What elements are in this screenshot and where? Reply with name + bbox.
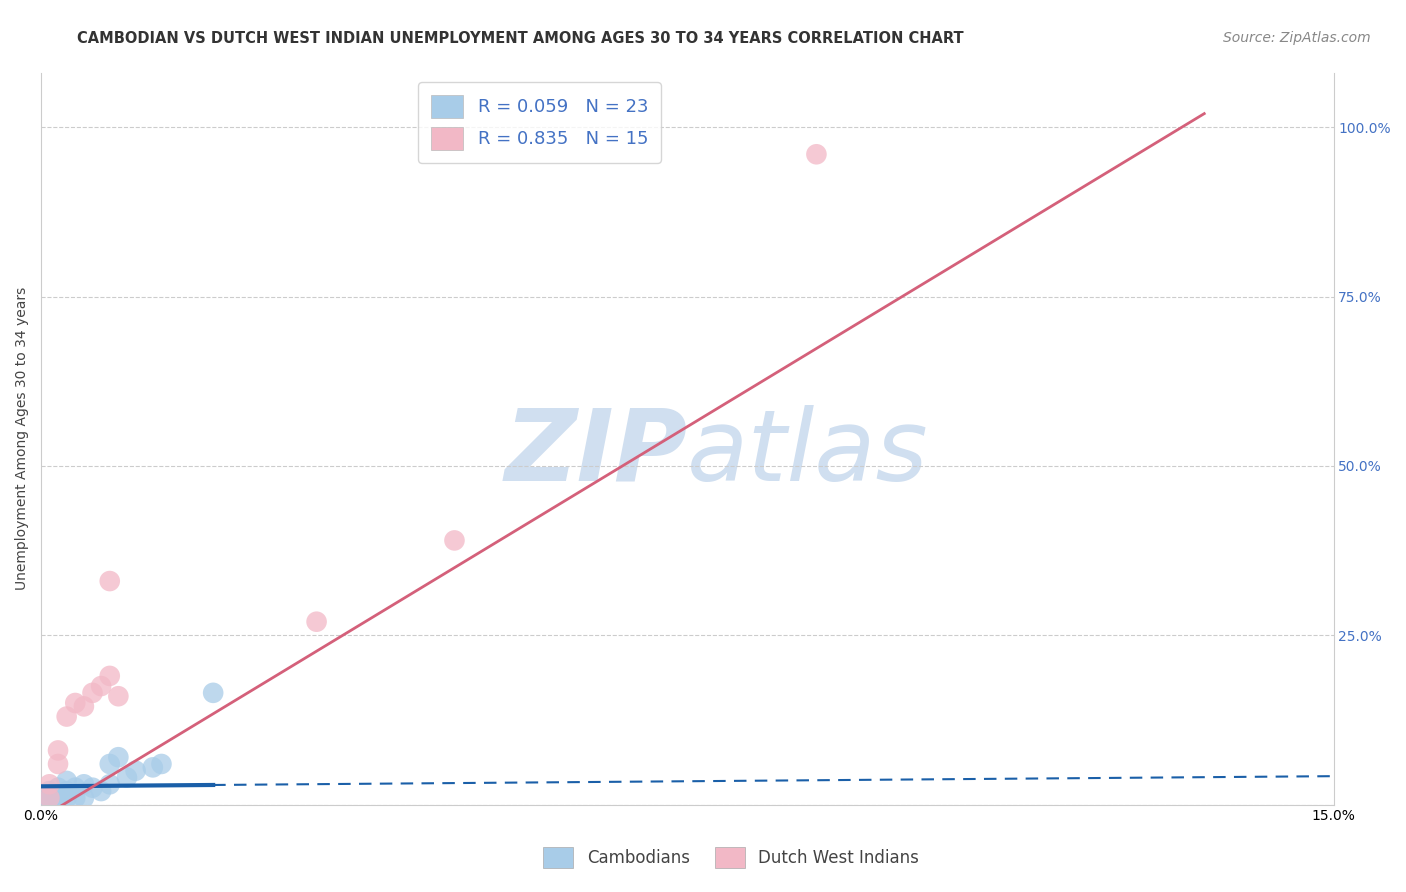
Point	[90, 679, 112, 693]
Point	[443, 533, 465, 548]
Point	[38, 790, 60, 805]
Point	[90, 784, 112, 798]
Point	[107, 750, 129, 764]
Point	[82, 780, 104, 795]
Point	[98, 669, 121, 683]
Point	[55, 709, 77, 723]
Point	[65, 790, 87, 805]
Y-axis label: Unemployment Among Ages 30 to 34 years: Unemployment Among Ages 30 to 34 years	[15, 287, 30, 591]
Point	[82, 686, 104, 700]
Point	[46, 756, 69, 771]
Point	[142, 760, 165, 774]
Text: Source: ZipAtlas.com: Source: ZipAtlas.com	[1223, 31, 1371, 45]
Point	[55, 790, 77, 805]
Point	[124, 764, 146, 778]
Point	[38, 790, 60, 805]
Point	[55, 784, 77, 798]
Point	[46, 780, 69, 795]
Point	[73, 777, 96, 791]
Text: atlas: atlas	[688, 405, 929, 502]
Point	[73, 699, 96, 714]
Point	[115, 771, 138, 785]
Point	[38, 794, 60, 808]
Point	[150, 756, 173, 771]
Point	[202, 686, 225, 700]
Point	[305, 615, 328, 629]
Point	[46, 743, 69, 757]
Point	[806, 147, 828, 161]
Point	[65, 780, 87, 795]
Point	[55, 773, 77, 788]
Point	[73, 790, 96, 805]
Point	[38, 784, 60, 798]
Point	[107, 690, 129, 704]
Point	[38, 777, 60, 791]
Text: ZIP: ZIP	[505, 405, 688, 502]
Point	[46, 788, 69, 802]
Point	[46, 794, 69, 808]
Legend: R = 0.059   N = 23, R = 0.835   N = 15: R = 0.059 N = 23, R = 0.835 N = 15	[418, 82, 661, 162]
Point	[65, 696, 87, 710]
Point	[98, 574, 121, 588]
Point	[98, 777, 121, 791]
Legend: Cambodians, Dutch West Indians: Cambodians, Dutch West Indians	[536, 838, 927, 877]
Point	[98, 756, 121, 771]
Text: CAMBODIAN VS DUTCH WEST INDIAN UNEMPLOYMENT AMONG AGES 30 TO 34 YEARS CORRELATIO: CAMBODIAN VS DUTCH WEST INDIAN UNEMPLOYM…	[77, 31, 965, 46]
